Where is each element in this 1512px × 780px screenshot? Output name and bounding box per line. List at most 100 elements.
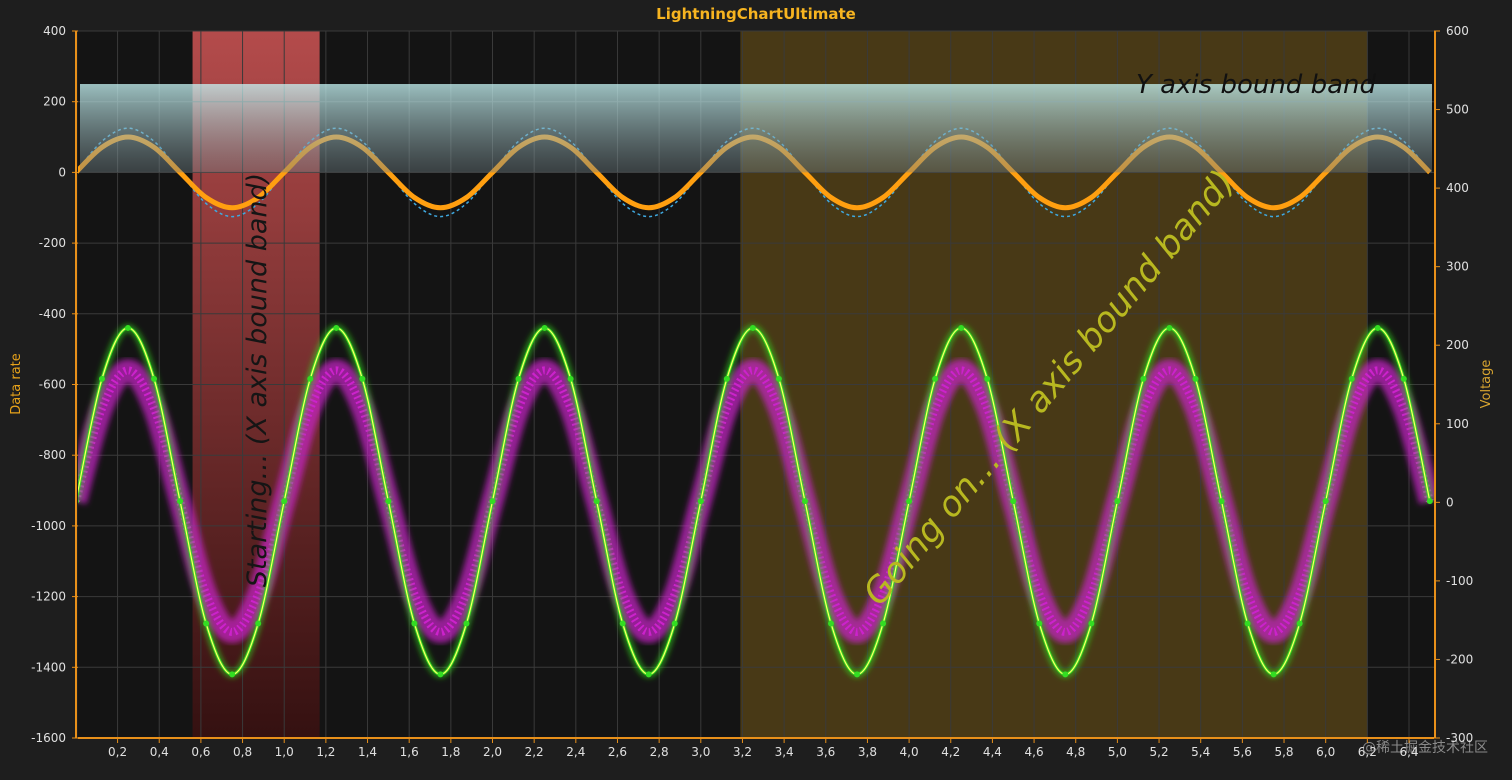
x-tick-label: 2,6 [608,745,627,759]
x-tick-label: 0,4 [150,745,169,759]
y2-axis-title: Voltage [1479,360,1494,409]
x-tick-label: 1,2 [316,745,335,759]
y2-tick-label: 100 [1446,417,1469,431]
series-marker [697,498,704,505]
y-band [80,84,1432,173]
series-marker [124,324,131,331]
y2-tick-label: 300 [1446,260,1469,274]
x-tick-label: 1,4 [358,745,377,759]
y-tick-label: -200 [39,236,66,250]
x-tick-label: 5,8 [1274,745,1293,759]
axes: 0,2 0,4 0,6 0,8 1,0 1,2 1,4 1,6 1,8 2,0 2,2 2,4 2,6 2… [31,24,1473,759]
y-tick-label: -600 [39,378,66,392]
series-marker [78,498,79,504]
chart-title: LightningChartUltimate [656,5,856,23]
y2-tick-label: -200 [1446,652,1473,666]
series-marker [645,671,652,678]
y-tick-label: 0 [58,165,66,179]
series-marker [1218,498,1225,505]
x-tick-label: 4,8 [1066,745,1085,759]
y-tick-label: 200 [43,95,66,109]
series-marker [229,671,236,678]
y-tick-label: -1000 [31,519,66,533]
y2-tick-label: 600 [1446,24,1469,38]
series-marker [1010,498,1017,505]
series-marker [1426,498,1433,505]
x-tick-label: 5,2 [1150,745,1169,759]
y2-tick-label: 200 [1446,338,1469,352]
series-marker [359,375,366,382]
series-marker [1062,671,1069,678]
x-tick-label: 6,4 [1399,745,1418,759]
series-marker [880,620,887,627]
x-tick-label: 3,8 [858,745,877,759]
series-marker [463,620,470,627]
x-tick-label: 3,2 [733,745,752,759]
x-tick-label: 2,0 [483,745,502,759]
x-tick-label: 1,0 [275,745,294,759]
series-marker [281,498,288,505]
series-marker [151,375,158,382]
x-tick-label: 5,6 [1233,745,1252,759]
y-tick-label: -1200 [31,590,66,604]
x-tick-label: 1,6 [400,745,419,759]
x-tick-label: 4,2 [941,745,960,759]
x-tick-label: 4,0 [900,745,919,759]
y2-tick-label: 500 [1446,103,1469,117]
series-marker [1192,375,1199,382]
x-tick-label: 2,4 [566,745,585,759]
series-marker [255,620,262,627]
series-marker [1322,498,1329,505]
x-tick-label: 4,6 [1025,745,1044,759]
y2-tick-label: 0 [1446,495,1454,509]
series-marker [177,498,184,505]
x-tick-label: 3,4 [775,745,794,759]
series-marker [827,620,834,627]
series-marker [203,620,210,627]
series-marker [906,498,913,505]
y2-tick-label: -100 [1446,574,1473,588]
y-tick-label: -1600 [31,731,66,745]
x-tick-label: 5,0 [1108,745,1127,759]
series-marker [411,620,418,627]
series-marker [489,498,496,505]
series-marker [932,375,939,382]
series-marker [437,671,444,678]
series-marker [1166,324,1173,331]
x-tick-label: 0,6 [191,745,210,759]
series-marker [1036,620,1043,627]
series-marker [1270,671,1277,678]
x-tick-label: 0,8 [233,745,252,759]
x-tick-label: 3,6 [816,745,835,759]
series-marker [749,324,756,331]
series-marker [1114,498,1121,505]
series-marker [515,375,522,382]
x-tick-label: 4,4 [983,745,1002,759]
y-tick-label: -1400 [31,660,66,674]
x-tick-label: 3,0 [691,745,710,759]
watermark: @稀土掘金技术社区 [1362,740,1488,756]
band-label: Y axis bound band [1136,70,1377,100]
y-axis-title: Data rate [9,353,24,415]
series-marker [98,375,105,382]
series-marker [1140,375,1147,382]
series-marker [333,324,340,331]
x-tick-label: 5,4 [1191,745,1210,759]
y2-tick-label: 400 [1446,181,1469,195]
band-label: Starting... (X axis bound band) [242,173,273,587]
series-marker [619,620,626,627]
series-marker [1088,620,1095,627]
x-tick-label: 1,8 [441,745,460,759]
series-marker [593,498,600,505]
series-marker [1400,375,1407,382]
series-marker [541,324,548,331]
y-tick-label: 400 [43,24,66,38]
series-marker [723,375,730,382]
series-marker [775,375,782,382]
x-tick-label: 6,0 [1316,745,1335,759]
x-tick-label: 2,2 [525,745,544,759]
series-marker [958,324,965,331]
series-marker [1374,324,1381,331]
series-marker [801,498,808,505]
